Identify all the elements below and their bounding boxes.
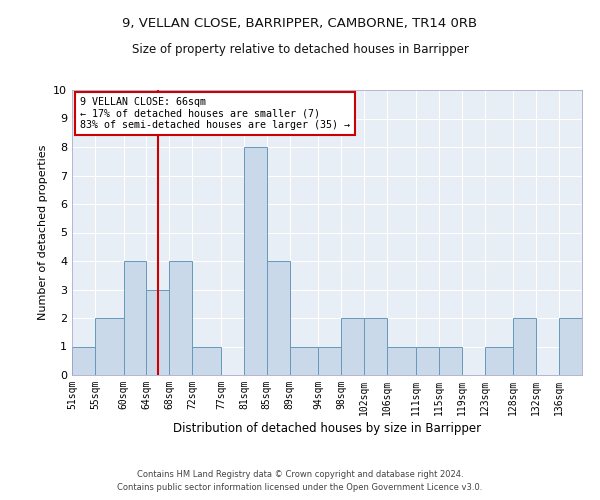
Bar [146,290,169,375]
Text: Contains public sector information licensed under the Open Government Licence v3: Contains public sector information licen… [118,484,482,492]
Bar [485,346,513,375]
Bar [439,346,461,375]
Bar [387,346,416,375]
Bar [95,318,124,375]
Bar [341,318,364,375]
Bar [267,261,290,375]
Bar [193,346,221,375]
Bar [290,346,319,375]
Bar [319,346,341,375]
Bar [416,346,439,375]
Bar [124,261,146,375]
Text: 9, VELLAN CLOSE, BARRIPPER, CAMBORNE, TR14 0RB: 9, VELLAN CLOSE, BARRIPPER, CAMBORNE, TR… [122,18,478,30]
Text: Size of property relative to detached houses in Barripper: Size of property relative to detached ho… [131,42,469,56]
Bar [513,318,536,375]
Bar [364,318,387,375]
X-axis label: Distribution of detached houses by size in Barripper: Distribution of detached houses by size … [173,422,481,435]
Text: Contains HM Land Registry data © Crown copyright and database right 2024.: Contains HM Land Registry data © Crown c… [137,470,463,479]
Bar [244,147,267,375]
Y-axis label: Number of detached properties: Number of detached properties [38,145,47,320]
Bar [72,346,95,375]
Text: 9 VELLAN CLOSE: 66sqm
← 17% of detached houses are smaller (7)
83% of semi-detac: 9 VELLAN CLOSE: 66sqm ← 17% of detached … [80,97,350,130]
Bar [559,318,582,375]
Bar [169,261,193,375]
